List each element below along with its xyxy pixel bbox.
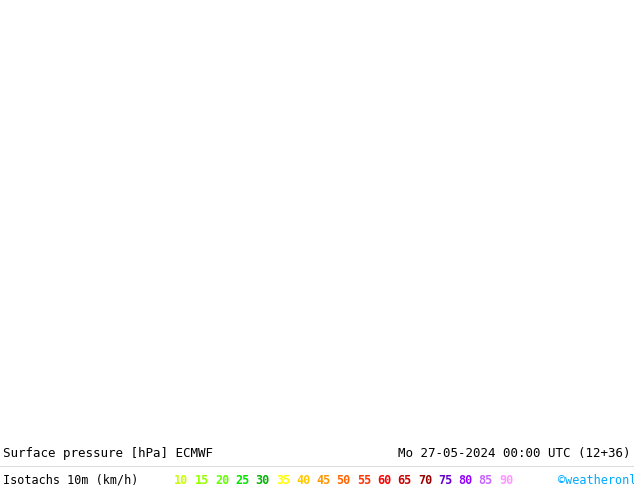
Text: 60: 60: [377, 474, 391, 487]
Text: 55: 55: [357, 474, 371, 487]
Text: 20: 20: [215, 474, 229, 487]
Text: Surface pressure [hPa] ECMWF: Surface pressure [hPa] ECMWF: [3, 447, 213, 460]
Text: 50: 50: [337, 474, 351, 487]
Text: 15: 15: [195, 474, 209, 487]
Text: 80: 80: [458, 474, 472, 487]
Text: 30: 30: [256, 474, 269, 487]
Text: 70: 70: [418, 474, 432, 487]
Text: 90: 90: [499, 474, 513, 487]
Text: ©weatheronline.co.uk: ©weatheronline.co.uk: [558, 474, 634, 487]
Text: 35: 35: [276, 474, 290, 487]
Text: 25: 25: [235, 474, 249, 487]
Text: 45: 45: [316, 474, 330, 487]
Text: 40: 40: [296, 474, 310, 487]
Text: Mo 27-05-2024 00:00 UTC (12+36): Mo 27-05-2024 00:00 UTC (12+36): [398, 447, 631, 460]
Text: Isotachs 10m (km/h): Isotachs 10m (km/h): [3, 474, 139, 487]
Text: 85: 85: [479, 474, 493, 487]
Text: 65: 65: [398, 474, 411, 487]
Text: 10: 10: [174, 474, 188, 487]
Text: 75: 75: [438, 474, 452, 487]
